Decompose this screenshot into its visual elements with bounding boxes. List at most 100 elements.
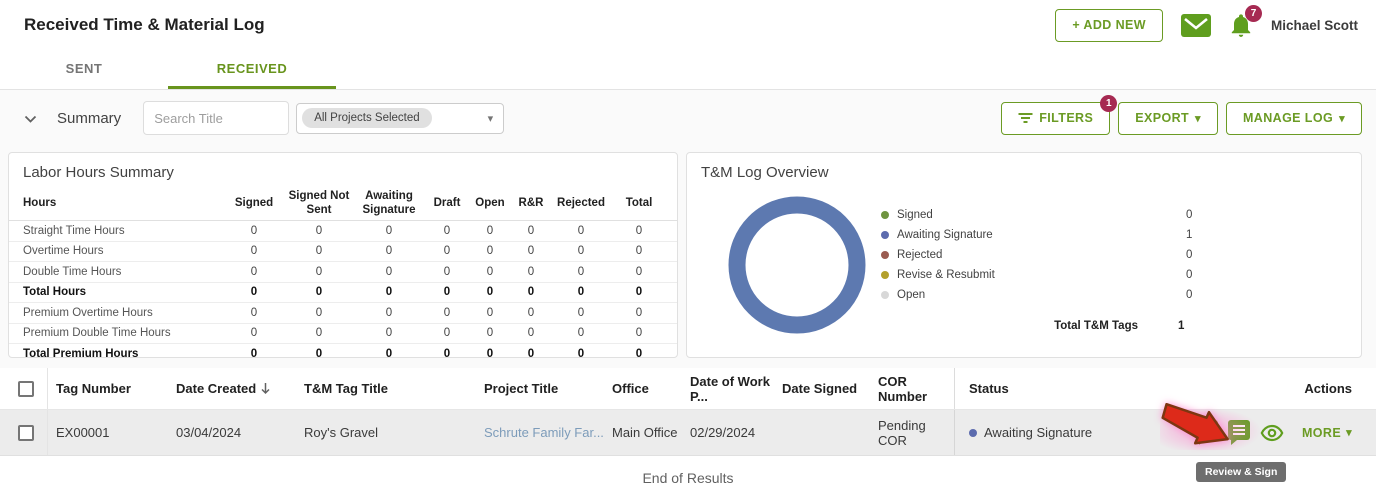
bell-icon [1231,14,1251,37]
projects-selected-chip: All Projects Selected [302,108,432,128]
search-input[interactable] [143,101,290,135]
column-header-project-title[interactable]: Project Title [484,381,559,396]
cell-value: 0 [577,327,585,340]
tab-received[interactable]: RECEIVED [168,50,336,89]
review-and-sign-icon[interactable] [1195,420,1218,445]
column-header-tm-tag-title[interactable]: T&M Tag Title [304,381,389,396]
labor-hours-total-row: Total Hours 0 0 0 0 0 0 0 0 [9,283,677,303]
cell-value: 0 [486,245,494,258]
column-header-date-created[interactable]: Date Created [168,368,296,409]
cell-value: 0 [486,306,494,319]
more-button[interactable]: MORE ▾ [1302,426,1352,440]
cell-value: 0 [315,348,323,361]
status-cell: Awaiting Signature [954,410,1146,455]
total-label: Total T&M Tags [1054,320,1138,332]
column-header-date-signed[interactable]: Date Signed [782,381,858,396]
summary-label: Summary [57,109,122,127]
notifications-button[interactable]: 7 [1229,5,1262,38]
cell-value: 0 [486,327,494,340]
legend-label: Rejected [897,249,943,261]
row-label: Straight Time Hours [23,224,125,237]
projects-dropdown[interactable]: All Projects Selected ▾ [296,102,505,134]
labor-hours-row: Premium Overtime Hours 0 0 0 0 0 0 0 0 [9,303,677,324]
tag-number-cell: EX00001 [56,425,110,440]
column-header: R&R [518,196,544,209]
cell-value: 0 [315,306,323,319]
overview-legend: Signed 0 Awaiting Signature 1 Rejected 0 [881,193,1241,339]
top-header: Received Time & Material Log + ADD NEW 7… [0,0,1376,50]
add-new-button[interactable]: + ADD NEW [1055,8,1163,42]
legend-item: Open 0 [881,285,1241,305]
cell-value: 0 [486,348,494,361]
cell-value: 0 [527,265,535,278]
select-all-checkbox[interactable] [18,380,34,397]
total-value: 1 [1178,320,1185,332]
row-label: Double Time Hours [23,265,122,278]
manage-log-button[interactable]: MANAGE LOG ▾ [1225,101,1362,135]
cell-value: 0 [527,327,535,340]
column-header-date-of-work[interactable]: Date of Work P... [690,373,770,404]
cell-value: 0 [527,286,535,299]
cell-value: 0 [577,306,585,319]
status-dot [969,428,977,437]
tab-sent[interactable]: SENT [65,60,103,76]
legend-value: 0 [1186,249,1193,261]
cell-value: 0 [250,265,258,278]
column-header-tag-number[interactable]: Tag Number [56,381,131,396]
cell-value: 0 [577,286,585,299]
cell-value: 0 [635,224,643,237]
cell-value: 0 [527,348,535,361]
header-actions: + ADD NEW 7 Michael Scott [1055,5,1358,42]
cell-value: 0 [250,348,258,361]
end-of-results: End of Results [0,456,1376,499]
date-of-work-cell: 02/29/2024 [690,425,756,440]
cell-value: 0 [315,224,323,237]
row-label: Total Hours [23,286,87,299]
legend-item: Rejected 0 [881,245,1241,265]
overview-title: T&M Log Overview [701,164,829,181]
labor-hours-row: Double Time Hours 0 0 0 0 0 0 0 0 [9,262,677,283]
column-header: Awaiting Signature [362,190,416,216]
collapse-summary-button[interactable] [16,107,45,130]
legend-value: 1 [1186,229,1193,241]
notification-badge: 7 [1244,5,1262,22]
column-header: Hours [23,196,57,209]
cell-value: 0 [635,306,643,319]
cell-value: 0 [486,286,494,299]
legend-label: Signed [897,209,933,221]
cor-number-cell: Pending COR [878,417,926,448]
filters-button[interactable]: FILTERS [1001,101,1111,135]
filters-label: FILTERS [1039,111,1094,125]
table-row[interactable]: EX00001 03/04/2024 Roy's Gravel Schrute … [0,410,1376,456]
cell-value: 0 [443,348,451,361]
messages-button[interactable] [1180,13,1211,37]
row-label: Overtime Hours [23,245,104,258]
export-label: EXPORT [1135,111,1190,125]
legend-dot [881,271,889,279]
column-header: Signed Not Sent [288,190,350,216]
labor-hours-total-row: Total Premium Hours 0 0 0 0 0 0 0 0 [9,344,677,365]
user-name[interactable]: Michael Scott [1270,17,1358,33]
cell-value: 0 [250,327,258,340]
row-checkbox[interactable] [18,424,34,441]
legend-value: 0 [1186,289,1193,301]
status-label: Awaiting Signature [984,425,1093,440]
notes-icon[interactable] [1227,420,1250,445]
column-header-office[interactable]: Office [612,381,649,396]
view-icon[interactable] [1260,422,1284,444]
legend-item: Awaiting Signature 1 [881,225,1241,245]
cell-value: 0 [443,327,451,340]
project-title-link[interactable]: Schrute Family Far... [484,425,604,440]
cell-value: 0 [635,265,643,278]
column-header: Draft [433,196,461,209]
column-header: Rejected [557,196,605,209]
labor-hours-summary-panel: Labor Hours Summary Hours Signed Signed … [8,152,678,360]
cell-value: 0 [250,306,258,319]
column-header-status[interactable]: Status [954,368,1146,409]
cell-value: 0 [486,224,494,237]
column-header-cor-number[interactable]: COR Number [878,373,928,404]
export-button[interactable]: EXPORT ▾ [1118,101,1218,135]
labor-hours-row: Overtime Hours 0 0 0 0 0 0 0 0 [9,242,677,262]
overview-total-row: Total T&M Tags 1 [881,320,1241,332]
cell-value: 0 [385,327,393,340]
